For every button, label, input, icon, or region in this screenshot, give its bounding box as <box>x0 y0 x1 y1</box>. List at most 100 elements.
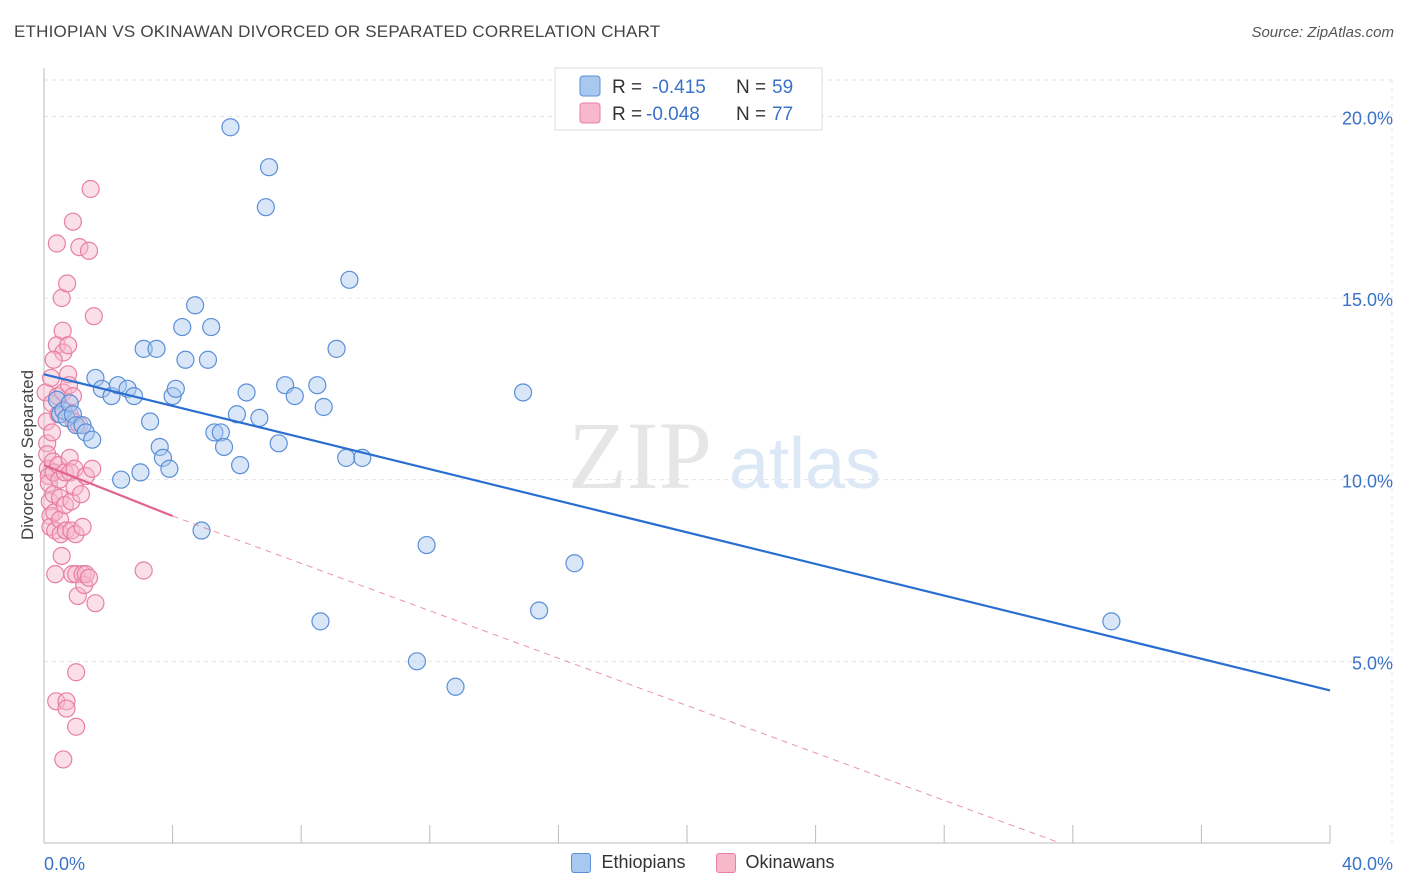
okinawans-point-38 <box>57 692 76 711</box>
ethiopians-point-48 <box>327 339 346 358</box>
watermark-atlas: atlas <box>729 424 881 504</box>
ethiopians-point-21 <box>150 437 169 457</box>
ethiopians-point-55 <box>513 383 533 402</box>
okinawans-point-33 <box>54 383 73 402</box>
ethiopians-point-35 <box>221 118 240 137</box>
y-axis-label: Divorced or Separated <box>18 370 37 540</box>
ethiopians-point-44 <box>285 387 304 406</box>
ethiopians-point-25 <box>166 379 185 398</box>
ethiopians-point-30 <box>198 350 218 369</box>
okinawans-point-3 <box>38 445 57 464</box>
okinawans-point-18 <box>46 565 65 584</box>
okinawans-point-29 <box>52 546 71 566</box>
stats-r-value-eth: -0.415 <box>652 77 706 98</box>
okinawans-point-74 <box>54 750 73 769</box>
ethiopians-point-33 <box>211 423 230 442</box>
ethiopians-point-14 <box>112 470 131 489</box>
okinawans-point-62 <box>71 485 91 504</box>
okinawans-point-58 <box>67 717 86 736</box>
okinawans-point-39 <box>57 699 76 718</box>
okinawans-point-71 <box>83 459 102 478</box>
stats-n-label-ok: N = <box>736 104 766 125</box>
okinawans-point-20 <box>47 234 66 253</box>
ethiopians-point-37 <box>231 456 250 475</box>
tick-labels: 5.0% 10.0% 15.0% 20.0% 0.0% 40.0% <box>44 108 1393 874</box>
okinawans-point-41 <box>59 336 78 355</box>
ethiopians-point-8 <box>76 423 95 442</box>
y-tick-label-0: 5.0% <box>1352 653 1393 673</box>
ethiopians-point-17 <box>131 463 150 482</box>
stats-n-label-eth: N = <box>736 77 766 98</box>
ethiopians-point-31 <box>202 317 221 337</box>
okinawans-trend-line <box>43 464 174 518</box>
legend-swatch-ethiopians <box>571 852 592 873</box>
legend-item-okinawans: Okinawans <box>715 852 835 873</box>
chart-title: ETHIOPIAN VS OKINAWAN DIVORCED OR SEPARA… <box>14 22 661 41</box>
axes <box>43 68 1331 844</box>
okinawans-point-2 <box>38 434 57 453</box>
okinawans-point-47 <box>62 492 81 511</box>
x-tick-label-max: 40.0% <box>1342 854 1393 874</box>
legend-swatch-okinawans <box>715 852 736 873</box>
ethiopians-point-23 <box>160 459 179 478</box>
okinawans-point-12 <box>42 423 62 442</box>
okinawans-point-63 <box>73 517 92 537</box>
stats-n-value-eth: 59 <box>772 77 793 98</box>
legend-item-ethiopians: Ethiopians <box>571 852 686 873</box>
ethiopians-point-52 <box>407 652 427 671</box>
stats-r-label-eth: R = <box>612 77 642 98</box>
y-tick-label-3: 20.0% <box>1342 108 1393 128</box>
stats-legend: R = -0.415 N = 59 R = -0.048 N = 77 <box>554 67 823 131</box>
watermark-zip: ZIP <box>568 402 712 509</box>
ethiopians-point-20 <box>147 339 166 358</box>
okinawans-point-6 <box>39 474 58 493</box>
okinawans-point-19 <box>47 692 66 711</box>
trend-lines <box>43 373 1331 844</box>
okinawans-point-70 <box>81 179 100 199</box>
y-tick-label-1: 10.0% <box>1342 472 1393 492</box>
ethiopians-point-53 <box>417 535 436 555</box>
ethiopians-point-40 <box>256 198 275 217</box>
ethiopians-point-49 <box>337 448 356 467</box>
ethiopians-point-47 <box>314 397 333 417</box>
okinawans-point-45 <box>60 448 79 467</box>
ethiopians-point-28 <box>186 296 205 315</box>
ethiopians-point-4 <box>60 394 79 413</box>
ethiopians-point-56 <box>530 601 549 620</box>
okinawans-point-72 <box>84 307 103 326</box>
x-tick-label-min: 0.0% <box>44 854 85 874</box>
ethiopians-point-50 <box>340 270 359 289</box>
okinawans-point-73 <box>86 594 105 613</box>
okinawans-point-55 <box>66 525 85 544</box>
ethiopians-point-19 <box>140 412 160 431</box>
source-label: Source: ZipAtlas.com <box>1251 24 1394 41</box>
okinawans-point-68 <box>79 241 99 260</box>
ethiopians-point-18 <box>134 339 153 358</box>
ethiopians-point-6 <box>67 416 86 435</box>
ethiopians-point-41 <box>259 158 279 177</box>
okinawans-point-69 <box>79 568 99 587</box>
okinawans-point-50 <box>63 212 83 231</box>
ethiopians-point-32 <box>205 423 224 442</box>
ethiopians-point-42 <box>269 434 288 453</box>
okinawans-point-27 <box>50 510 70 529</box>
ethiopians-point-45 <box>308 376 327 395</box>
ethiopians-swatch <box>579 75 601 97</box>
watermark: ZIP atlas <box>568 402 881 509</box>
ethiopians-point-27 <box>176 350 195 369</box>
okinawans-point-76 <box>44 350 63 369</box>
okinawans-point-40 <box>58 274 77 293</box>
ethiopians-trend-line <box>43 373 1331 692</box>
ethiopians-point-39 <box>250 408 269 427</box>
ethiopians-point-34 <box>214 437 234 457</box>
ethiopians-point-22 <box>153 448 173 467</box>
ethiopians-point-58 <box>1102 612 1121 631</box>
okinawans-point-57 <box>67 663 86 682</box>
ethiopians-point-9 <box>83 430 102 449</box>
okinawans-trend-extension <box>172 515 1061 844</box>
okinawans-point-59 <box>68 586 87 606</box>
okinawans-point-54 <box>65 477 84 497</box>
stats-r-value-ok: -0.048 <box>646 104 700 125</box>
legend-label-okinawans: Okinawans <box>745 852 835 872</box>
